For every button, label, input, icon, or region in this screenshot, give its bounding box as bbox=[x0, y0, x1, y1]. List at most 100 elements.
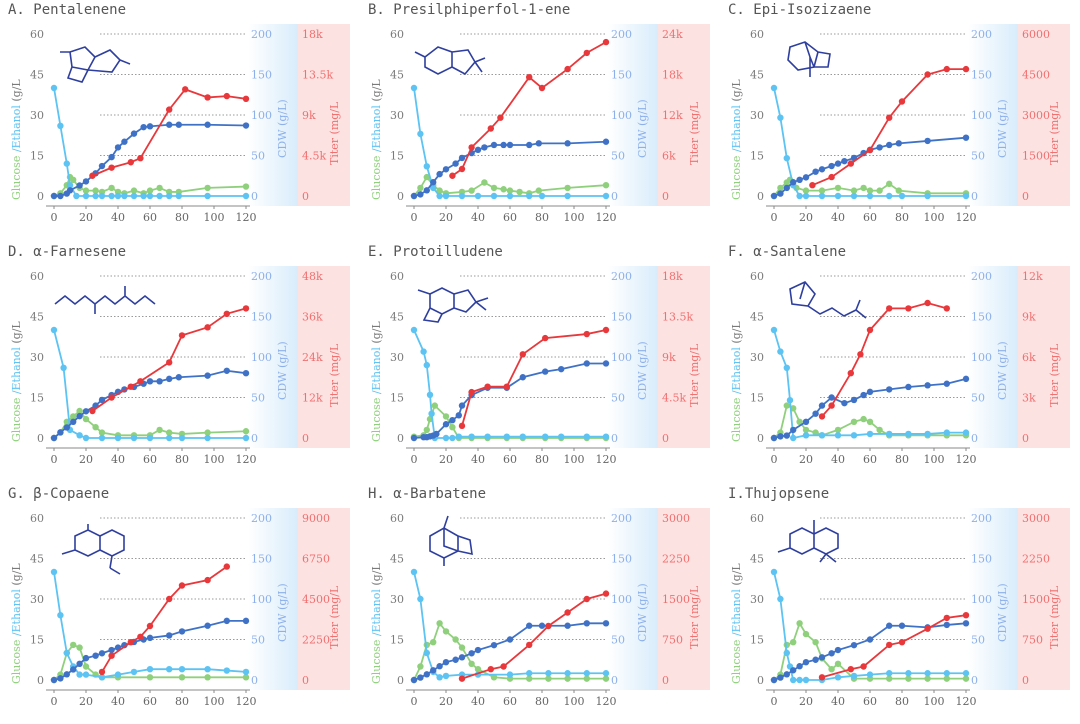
data-point-ethanol bbox=[866, 671, 874, 678]
titer-axis-label: Titer (mg/L bbox=[328, 343, 341, 407]
left-tick-label: 45 bbox=[750, 311, 764, 324]
data-point-glucose bbox=[796, 620, 803, 627]
titer-axis-label: Titer (mg/L bbox=[328, 585, 341, 649]
data-point-cdw bbox=[812, 168, 819, 175]
titer-axis-band bbox=[298, 24, 350, 206]
data-point-ethanol bbox=[545, 670, 552, 677]
data-point-cdw bbox=[535, 140, 542, 147]
data-point-titer bbox=[487, 666, 494, 673]
x-tick-label: 100 bbox=[924, 695, 945, 708]
data-point-titer bbox=[178, 582, 186, 589]
data-point-cdw bbox=[70, 666, 77, 673]
x-tick-label: 0 bbox=[411, 211, 418, 224]
titer-axis-label: Titer (mg/L bbox=[1048, 343, 1061, 407]
data-point-titer bbox=[137, 633, 144, 640]
data-point-glucose bbox=[866, 418, 874, 425]
left-axis-label: Glucose /Ethanol (g/L bbox=[730, 321, 743, 442]
data-point-titer bbox=[847, 666, 854, 673]
cdw-tick-label: 150 bbox=[251, 69, 272, 82]
x-tick-label: 20 bbox=[79, 453, 93, 466]
x-tick-label: 40 bbox=[471, 211, 485, 224]
x-tick-label: 120 bbox=[236, 695, 257, 708]
titer-tick-label: 0 bbox=[302, 190, 309, 203]
left-axis-label: Glucose /Ethanol (g/L bbox=[370, 321, 383, 442]
data-point-titer bbox=[468, 144, 475, 151]
titer-tick-label: 6000 bbox=[1022, 28, 1050, 41]
data-point-ethanol bbox=[204, 192, 211, 200]
data-point-titer bbox=[828, 402, 835, 409]
cdw-axis-label: CDW (g/L) bbox=[996, 99, 1009, 158]
data-point-cdw bbox=[98, 396, 106, 404]
data-point-ethanol bbox=[802, 676, 810, 684]
titer-tick-label: 0 bbox=[1022, 674, 1029, 687]
cdw-tick-label: 50 bbox=[971, 634, 985, 647]
data-point-cdw bbox=[166, 121, 173, 128]
data-point-ethanol bbox=[114, 671, 122, 678]
data-point-titer bbox=[137, 378, 144, 385]
data-point-glucose bbox=[818, 187, 826, 194]
x-tick-label: 20 bbox=[799, 453, 813, 466]
left-tick-label: 15 bbox=[750, 392, 764, 405]
data-point-ethanol bbox=[178, 434, 186, 442]
titer-tick-label: 0 bbox=[662, 674, 669, 687]
data-point-titer bbox=[204, 576, 211, 584]
data-point-ethanol bbox=[166, 666, 173, 673]
left-tick-label: 15 bbox=[390, 392, 404, 405]
data-point-cdw bbox=[770, 434, 778, 442]
left-tick-label: 45 bbox=[750, 69, 764, 82]
data-point-titer bbox=[146, 622, 154, 630]
data-point-ethanol bbox=[924, 670, 931, 677]
axis-label-part: /Ethanol bbox=[370, 105, 383, 156]
data-point-ethanol bbox=[777, 595, 784, 603]
data-point-ethanol bbox=[818, 192, 826, 200]
data-point-titer bbox=[847, 370, 854, 377]
x-tick-label: 100 bbox=[924, 453, 945, 466]
data-point-ethanol bbox=[786, 397, 794, 404]
data-point-glucose bbox=[242, 428, 250, 435]
titer-tick-label: 6750 bbox=[302, 553, 330, 566]
data-point-titer bbox=[166, 595, 173, 603]
axis-label-part: (g/L bbox=[10, 79, 23, 106]
data-point-ethanol bbox=[242, 192, 250, 200]
data-point-cdw bbox=[82, 654, 90, 662]
data-point-cdw bbox=[860, 391, 867, 399]
data-point-cdw bbox=[242, 617, 250, 625]
data-point-glucose bbox=[92, 424, 99, 431]
data-point-ethanol bbox=[242, 668, 250, 676]
data-point-ethanol bbox=[442, 672, 450, 680]
titer-tick-label: 1500 bbox=[1022, 593, 1050, 606]
series-line-titer bbox=[461, 329, 607, 427]
cdw-tick-label: 200 bbox=[611, 270, 632, 283]
data-point-ethanol bbox=[458, 192, 466, 200]
x-tick-label: 40 bbox=[471, 695, 485, 708]
cdw-tick-label: 100 bbox=[251, 351, 272, 364]
data-point-cdw bbox=[63, 671, 70, 678]
data-point-titer bbox=[602, 326, 610, 334]
data-point-cdw bbox=[410, 434, 418, 442]
data-point-cdw bbox=[834, 646, 842, 654]
data-point-ethanol bbox=[98, 192, 106, 200]
molecule-structure-icon bbox=[777, 520, 839, 563]
data-point-glucose bbox=[490, 184, 498, 192]
data-point-cdw bbox=[146, 123, 154, 130]
data-point-glucose bbox=[146, 674, 154, 681]
data-point-glucose bbox=[481, 179, 488, 186]
data-point-glucose bbox=[812, 639, 819, 646]
molecule-structure-icon bbox=[414, 46, 486, 76]
data-point-titer bbox=[458, 422, 466, 430]
data-point-titer bbox=[178, 332, 186, 339]
titer-axis-band bbox=[298, 266, 350, 448]
data-point-glucose bbox=[449, 424, 456, 431]
data-point-ethanol bbox=[962, 192, 970, 200]
data-point-cdw bbox=[538, 622, 546, 629]
left-tick-label: 60 bbox=[30, 270, 44, 283]
data-point-cdw bbox=[146, 378, 154, 385]
data-point-titer bbox=[545, 622, 552, 630]
data-point-glucose bbox=[423, 426, 430, 434]
titer-tick-label: 12k bbox=[1022, 270, 1043, 283]
data-point-ethanol bbox=[73, 192, 80, 200]
x-tick-label: 80 bbox=[895, 453, 909, 466]
data-point-glucose bbox=[895, 187, 902, 194]
titer-tick-label: 18k bbox=[662, 270, 683, 283]
